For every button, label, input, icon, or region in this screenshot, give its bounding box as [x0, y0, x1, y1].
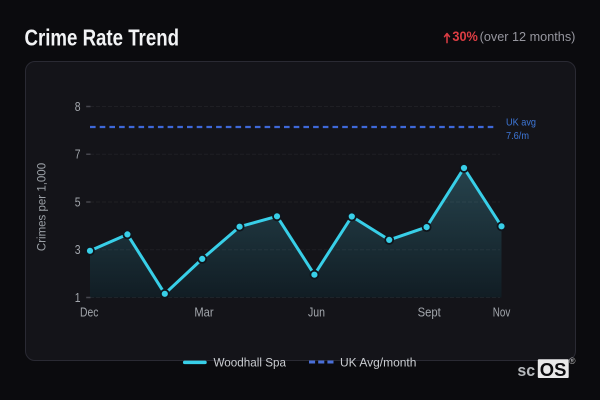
svg-text:3: 3	[75, 242, 81, 257]
svg-text:UK Avg/month: UK Avg/month	[340, 355, 417, 369]
svg-text:5: 5	[75, 194, 81, 209]
svg-text:Jun: Jun	[308, 306, 325, 320]
svg-text:Dec: Dec	[80, 306, 98, 320]
svg-text:7.6/m: 7.6/m	[506, 130, 529, 142]
svg-text:sc: sc	[517, 361, 535, 380]
svg-text:Sept: Sept	[418, 306, 442, 320]
svg-text:OS: OS	[540, 359, 567, 380]
svg-text:Nov: Nov	[493, 306, 511, 320]
svg-text:7: 7	[75, 147, 81, 162]
svg-text:(over 12 months): (over 12 months)	[480, 29, 576, 44]
svg-text:Crime Rate Trend: Crime Rate Trend	[25, 24, 180, 50]
svg-text:®: ®	[569, 356, 576, 366]
svg-text:1: 1	[75, 290, 81, 305]
svg-text:Crimes per 1,000: Crimes per 1,000	[37, 163, 49, 251]
svg-text:Woodhall Spa: Woodhall Spa	[214, 355, 287, 369]
svg-text:30%: 30%	[452, 28, 478, 44]
svg-text:Mar: Mar	[194, 306, 213, 320]
svg-text:UK avg: UK avg	[506, 117, 536, 129]
svg-text:8: 8	[75, 99, 81, 114]
